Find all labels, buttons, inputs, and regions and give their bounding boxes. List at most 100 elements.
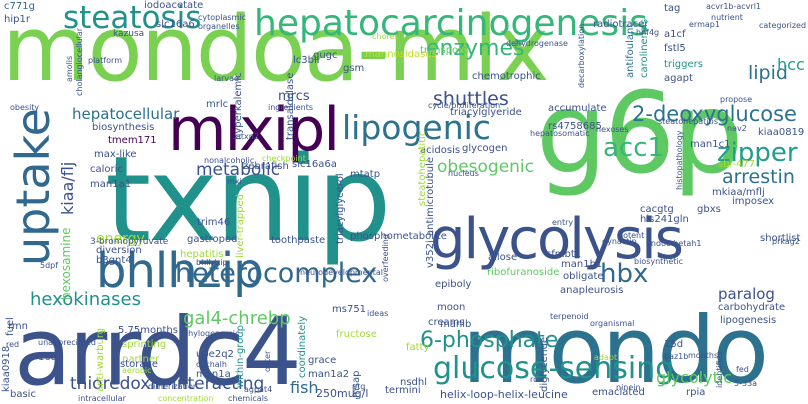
cloud-word: steatosis <box>63 0 202 36</box>
cloud-word: storage <box>120 359 158 370</box>
cloud-word: v352i <box>425 240 436 268</box>
cloud-word: dehydrogenase <box>506 39 568 48</box>
cloud-word: glycogen <box>462 143 508 154</box>
cloud-word: anti-warburg <box>95 327 106 392</box>
cloud-word: larvae <box>214 74 239 83</box>
cloud-word: ube2q2 <box>196 349 234 360</box>
cloud-word: coordinately <box>297 315 308 378</box>
cloud-word: his241gln <box>640 214 689 225</box>
cloud-word: fructose <box>336 329 377 340</box>
cloud-word: agpat4 <box>244 385 273 394</box>
cloud-word: mxi <box>227 177 242 186</box>
cloud-word: histopathology <box>675 130 684 190</box>
cloud-word: gal4-chrebp <box>183 308 291 329</box>
cloud-word: glycolysis <box>430 207 684 272</box>
cloud-word: ninein <box>616 383 641 392</box>
cloud-word: antifoulant <box>625 23 636 78</box>
cloud-word: entry <box>552 218 574 227</box>
cloud-word: mlxipl <box>168 95 340 165</box>
cloud-word: carbohydrate <box>718 302 786 313</box>
cloud-word: months <box>688 351 719 360</box>
cloud-word: dimerization <box>148 382 198 391</box>
cloud-word: hepatocellular <box>72 105 180 123</box>
cloud-word: man1c1 <box>690 139 731 150</box>
cloud-word: zebrafish <box>243 161 289 172</box>
cloud-word: fed <box>736 365 749 374</box>
cloud-word: rox <box>530 375 543 384</box>
cloud-word: nucleus <box>448 169 479 178</box>
cloud-word: gsm <box>343 63 365 74</box>
cloud-word: ms751 <box>332 304 367 315</box>
cloud-word: iodoacetate <box>144 0 204 11</box>
cloud-word: nsdhl <box>400 377 428 388</box>
cloud-word: nutrient <box>711 13 743 22</box>
cloud-word: 2-deoxyglucose <box>632 102 797 126</box>
cloud-word: adapt <box>594 353 618 362</box>
cloud-word: manlb <box>440 319 472 330</box>
cloud-word: hcc <box>777 55 805 74</box>
cloud-word: metabolic <box>196 160 281 180</box>
cloud-word: ingredients <box>268 103 314 112</box>
cloud-word: dynactin <box>602 237 637 246</box>
cloud-word: hip1r <box>4 14 30 25</box>
cloud-word: 250mug/l <box>316 387 369 400</box>
cloud-word: lc3bii <box>293 55 320 66</box>
cloud-word: acvr1b-acvrl1 <box>706 2 762 11</box>
cloud-word: creams <box>428 317 465 328</box>
cloud-word: steatohepatitis <box>658 117 719 126</box>
cloud-word: outer <box>263 350 272 372</box>
cloud-word: diversion <box>96 245 142 256</box>
cloud-word: man1a2 <box>308 369 350 380</box>
cloud-word: heterocomplex <box>175 258 378 289</box>
cloud-word: chemicals <box>228 394 269 403</box>
cloud-word: hbx <box>600 259 649 289</box>
cloud-word: cacgtg <box>640 204 674 215</box>
cloud-word: slc16a6 <box>156 19 195 30</box>
cloud-word: shortlist <box>760 233 801 244</box>
cloud-word: allose <box>488 252 518 263</box>
cloud-word: radiotracer <box>593 19 649 30</box>
cloud-word: biosynthetic <box>634 257 684 266</box>
cloud-word: glucose-sensing <box>433 351 675 386</box>
cloud-word: mrlc <box>206 99 229 110</box>
cloud-word: rmn <box>8 321 29 332</box>
cloud-word: hepatocarcinogenesis <box>254 3 648 44</box>
cloud-word: helix-loop-helix-leucine <box>440 388 568 401</box>
cloud-word: enzymes <box>426 36 525 61</box>
cloud-word: hexoses <box>596 125 629 134</box>
cloud-word: thioredoxin-interacting <box>70 374 265 394</box>
cloud-word: epiboly <box>435 279 472 290</box>
cloud-word: nonalcoholic <box>204 156 255 165</box>
cloud-word: trim46 <box>197 217 231 228</box>
cloud-word: lipogenesis <box>720 315 777 326</box>
cloud-word: toothpaste <box>271 235 326 246</box>
cloud-word: a1cf <box>664 29 686 40</box>
cloud-word: acidosis <box>420 145 461 156</box>
cloud-word: propose <box>720 95 753 104</box>
cloud-word: tmem171 <box>108 135 157 146</box>
cloud-word: chores <box>372 32 399 41</box>
cloud-word: 16a <box>38 352 57 363</box>
cloud-word: man1b1 <box>561 259 603 270</box>
cloud-word: sfmbt1 <box>546 249 582 260</box>
cloud-word: nav2 <box>727 124 747 133</box>
cloud-word: ermap1 <box>689 20 720 29</box>
cloud-word: cytoplasmic <box>198 13 246 22</box>
cloud-word: ptg <box>352 382 366 391</box>
cloud-word: glycolytic <box>656 368 733 387</box>
cloud-word: terpenoid <box>550 312 589 321</box>
cloud-word: baz1b <box>664 352 689 361</box>
cloud-word: basic <box>10 389 36 400</box>
cloud-word: kiaa0819 <box>758 127 805 138</box>
cloud-word: red <box>6 340 20 349</box>
cloud-word: checkpoint <box>262 154 306 163</box>
cloud-word: cachalh <box>196 360 227 369</box>
cloud-word: mkiaa/mflj <box>712 187 765 198</box>
cloud-word: kiaa/flj <box>58 161 77 215</box>
cloud-word: hepatosomatic <box>530 129 590 138</box>
cloud-word: man1a1 <box>90 179 132 190</box>
cloud-word: c771g <box>4 1 35 12</box>
cloud-word: moon <box>437 302 466 313</box>
cloud-word: hepatitis <box>180 249 224 260</box>
